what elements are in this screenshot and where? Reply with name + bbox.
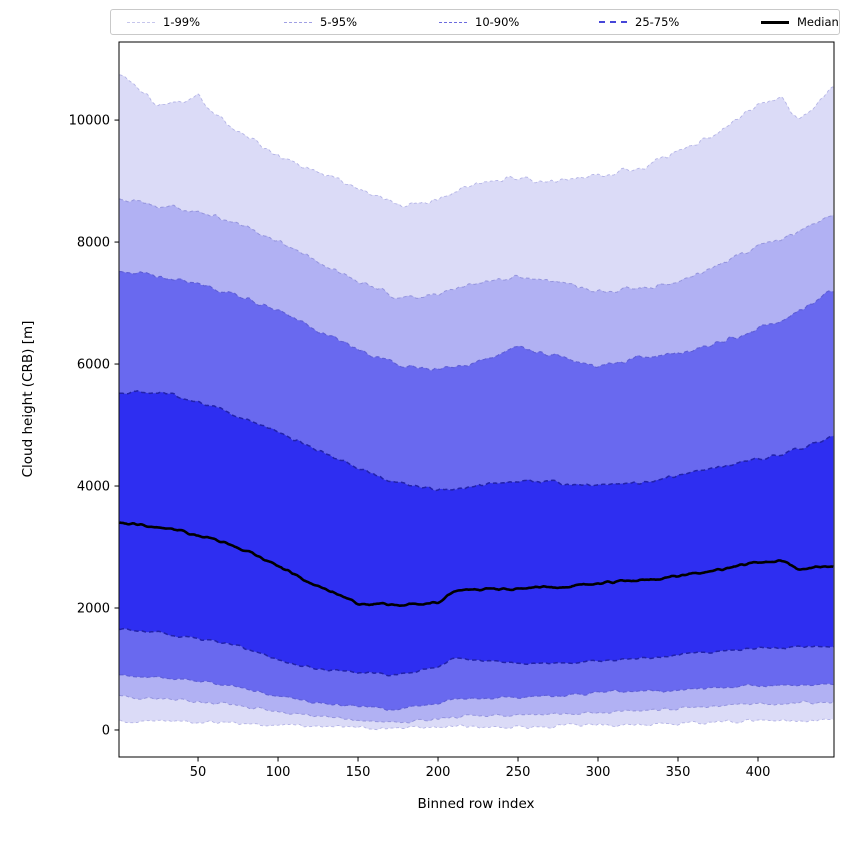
y-tick-label: 10000 [69, 114, 110, 129]
x-tick-label: 50 [190, 765, 207, 780]
edge-p95 [119, 198, 834, 300]
edge-p90 [119, 271, 834, 371]
legend-entry-1-99: 1-99% [127, 10, 200, 34]
x-tick-label: 100 [266, 765, 291, 780]
y-tick-label: 6000 [77, 358, 110, 373]
percentile-edge-lines [119, 74, 834, 731]
x-tick-label: 400 [746, 765, 771, 780]
legend-label: 5-95% [320, 15, 358, 29]
legend-entry-5-95: 5-95% [284, 10, 357, 34]
legend-label: Median [797, 15, 839, 29]
legend-entry-25-75: 25-75% [599, 10, 679, 34]
solid-line-swatch [761, 20, 789, 24]
x-tick-label: 150 [346, 765, 371, 780]
y-tick-label: 0 [102, 723, 110, 738]
legend-entry-median: Median [761, 10, 839, 34]
x-tick-label: 250 [506, 765, 531, 780]
y-tick-label: 8000 [77, 236, 110, 251]
median-path [119, 521, 834, 607]
median-line [119, 521, 834, 607]
y-axis-label: Cloud height (CRB) [m] [20, 321, 36, 478]
band-25-75% [119, 390, 834, 676]
x-tick-label: 300 [586, 765, 611, 780]
x-axis-label: Binned row index [417, 796, 534, 812]
edge-p5 [119, 694, 834, 724]
dashed-line-swatch [127, 21, 155, 23]
y-tick-label: 2000 [77, 601, 110, 616]
dashed-line-swatch [599, 21, 627, 23]
legend: 1-99% 5-95% 10-90% 25-75% Median [110, 9, 840, 35]
edge-p1 [119, 718, 834, 731]
legend-label: 1-99% [163, 15, 201, 29]
percentile-bands [119, 74, 834, 730]
y-tick-label: 4000 [77, 480, 110, 495]
dashed-line-swatch [439, 21, 467, 23]
axis-ticks: 50 100 150 200 250 300 350 40002000400060008000… [69, 114, 771, 780]
x-tick-label: 350 [666, 765, 691, 780]
dashed-line-swatch [284, 21, 312, 23]
edge-p25 [119, 627, 834, 677]
axes-spines [118, 41, 835, 758]
legend-label: 25-75% [635, 15, 680, 29]
x-tick-label: 200 [426, 765, 451, 780]
legend-label: 10-90% [475, 15, 520, 29]
legend-entry-10-90: 10-90% [439, 10, 519, 34]
edge-p99 [119, 74, 834, 208]
